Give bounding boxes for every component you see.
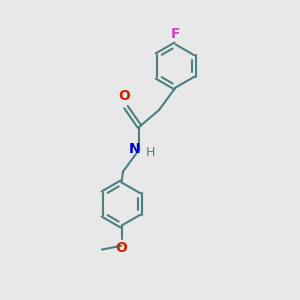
Text: O: O — [118, 89, 130, 103]
Text: O: O — [116, 241, 128, 255]
Text: F: F — [171, 27, 180, 41]
Text: H: H — [146, 146, 155, 159]
Text: N: N — [128, 142, 140, 156]
